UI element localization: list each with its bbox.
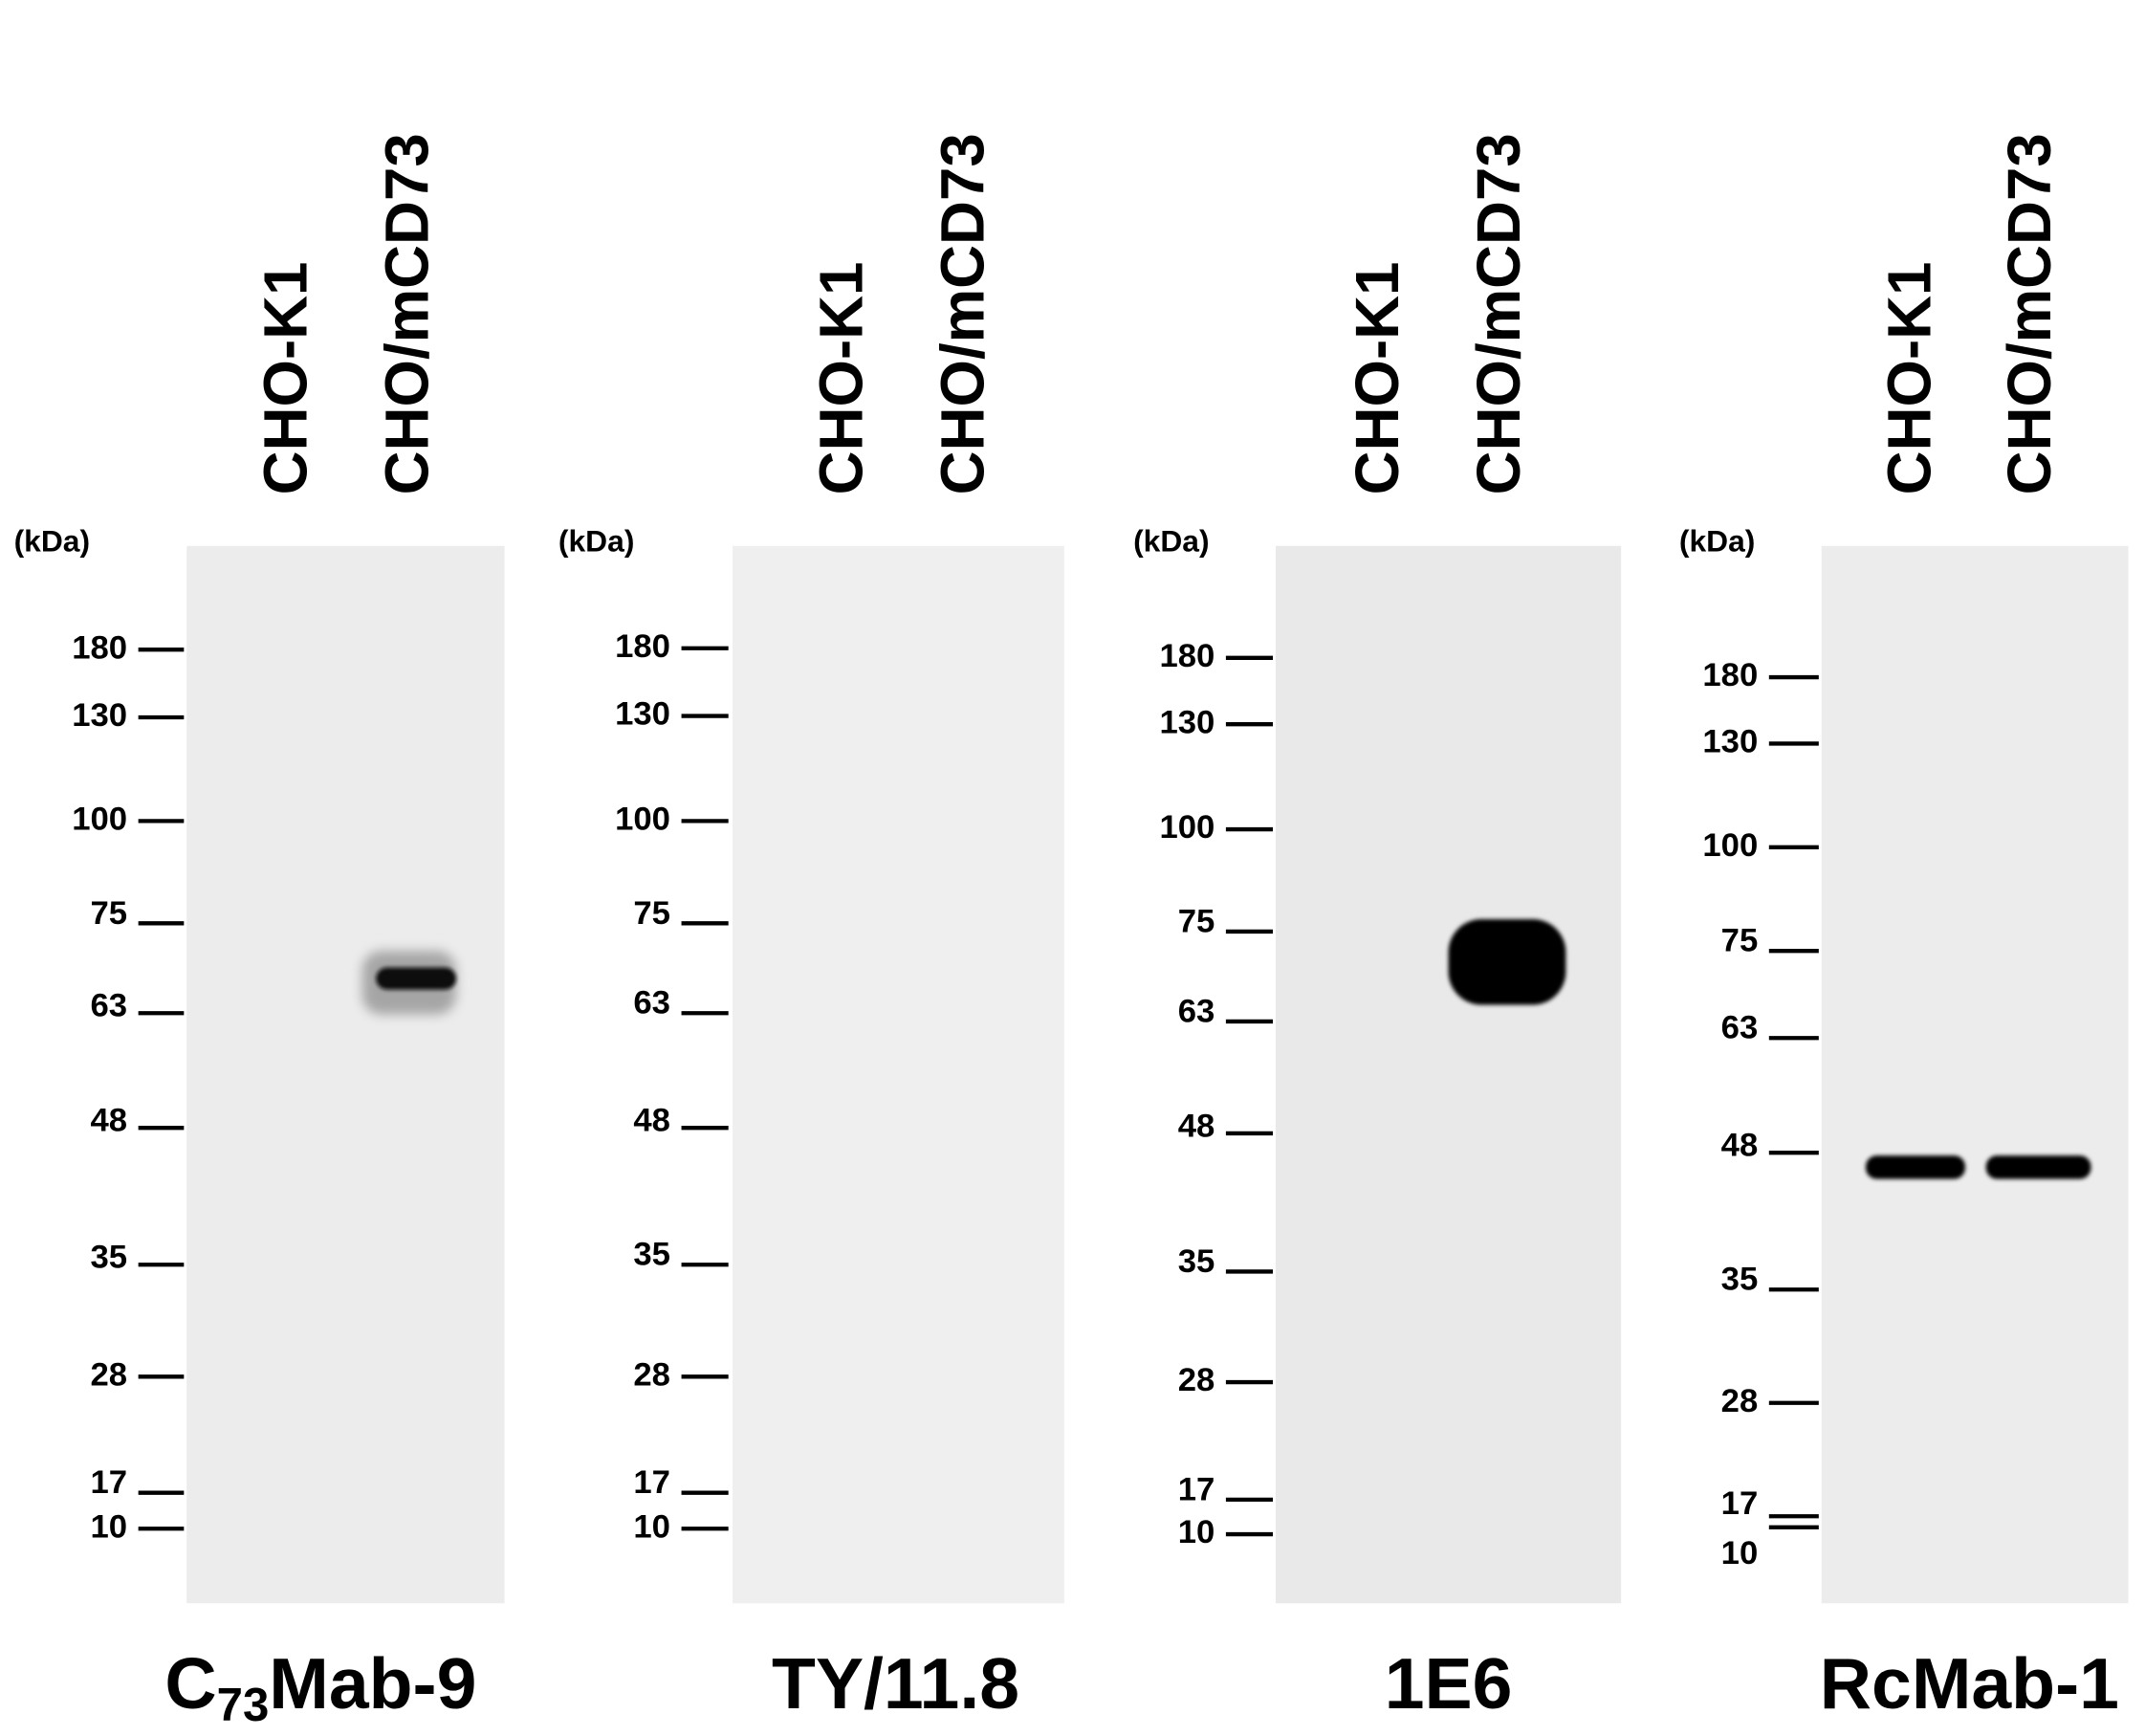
- marker-label: 100: [615, 802, 670, 838]
- antibody-name: 1E6: [1385, 1643, 1513, 1724]
- marker-label: 180: [1702, 657, 1758, 693]
- marker-label: 130: [72, 697, 127, 734]
- marker-label: 28: [1178, 1362, 1215, 1398]
- marker-label: 100: [1159, 809, 1215, 846]
- marker-label: 17: [1178, 1471, 1215, 1507]
- marker-label: 130: [1702, 724, 1758, 760]
- marker-label: 10: [1721, 1535, 1759, 1571]
- marker-label: 130: [615, 696, 670, 733]
- marker-label: 17: [90, 1464, 127, 1501]
- marker-label: 100: [72, 802, 127, 838]
- lane-label: CHO/mCD73: [374, 133, 442, 494]
- marker-label: 48: [633, 1103, 670, 1139]
- lane-label: CHO-K1: [1875, 262, 1943, 495]
- marker-label: 10: [633, 1508, 670, 1545]
- marker-label: 100: [1702, 827, 1758, 864]
- marker-label: 10: [90, 1508, 127, 1545]
- marker-label: 63: [1721, 1010, 1759, 1046]
- marker-label: 10: [1178, 1514, 1215, 1550]
- membrane: [1821, 545, 2129, 1604]
- marker-label: 48: [1721, 1128, 1759, 1164]
- membrane: [186, 545, 505, 1604]
- marker-label: 48: [1178, 1108, 1215, 1144]
- title-part: RcMab-1: [1820, 1643, 2119, 1724]
- band: [376, 967, 457, 990]
- membrane: [1275, 545, 1622, 1604]
- blot-panel: CHO-K1 CHO/mCD73 (kDa) 180 130 100 75 63 48 35 28 1…: [14, 133, 505, 1731]
- band: [1448, 918, 1566, 1005]
- marker-label: 28: [1721, 1383, 1759, 1419]
- title-part: 1E6: [1385, 1643, 1513, 1724]
- unit-label: (kDa): [1679, 523, 1755, 558]
- lane-label: CHO-K1: [1344, 262, 1412, 495]
- band: [1985, 1155, 2091, 1179]
- lane-label: CHO/mCD73: [1465, 133, 1533, 494]
- antibody-name: RcMab-1: [1820, 1643, 2119, 1724]
- marker-label: 75: [90, 895, 127, 932]
- marker-label: 75: [1178, 903, 1215, 939]
- marker-label: 17: [1721, 1485, 1759, 1522]
- antibody-name: TY/11.8: [772, 1643, 1019, 1724]
- marker-label: 180: [1159, 638, 1215, 674]
- unit-label: (kDa): [558, 523, 634, 558]
- unit-label: (kDa): [1133, 523, 1209, 558]
- marker-label: 75: [633, 895, 670, 932]
- blot-panel: CHO-K1 CHO/mCD73 (kDa) 180 130 100 75 63 48 35 28 1…: [558, 133, 1064, 1724]
- marker-label: 75: [1721, 923, 1759, 959]
- lane-label: CHO-K1: [807, 262, 875, 495]
- title-part: Mab-9: [269, 1643, 476, 1724]
- title-part: C: [164, 1643, 216, 1724]
- marker-label: 130: [1159, 704, 1215, 740]
- blot-panel: CHO-K1 CHO/mCD73 (kDa) 180 130 100 75 63 48 35 28 1…: [1679, 133, 2129, 1724]
- blot-panel: CHO-K1 CHO/mCD73 (kDa) 180 130 100 75 63 48 35 28 1…: [1133, 133, 1622, 1724]
- membrane: [733, 545, 1064, 1604]
- marker-label: 63: [90, 988, 127, 1024]
- marker-label: 28: [633, 1356, 670, 1393]
- marker-label: 35: [1721, 1262, 1759, 1298]
- marker-label: 28: [90, 1356, 127, 1393]
- marker-label: 35: [1178, 1243, 1215, 1280]
- antibody-name: C73Mab-9: [164, 1643, 476, 1731]
- band: [1865, 1155, 1966, 1179]
- unit-label: (kDa): [14, 523, 90, 558]
- marker-label: 35: [90, 1240, 127, 1276]
- lane-label: CHO/mCD73: [929, 133, 996, 494]
- marker-label: 63: [1178, 993, 1215, 1029]
- lane-label: CHO-K1: [252, 262, 319, 495]
- marker-label: 63: [633, 985, 670, 1022]
- title-subscript: 73: [217, 1680, 270, 1731]
- marker-label: 17: [633, 1464, 670, 1501]
- title-part: TY/11.8: [772, 1643, 1019, 1724]
- marker-label: 180: [615, 628, 670, 665]
- lane-label: CHO/mCD73: [1996, 133, 2064, 494]
- marker-label: 180: [72, 629, 127, 666]
- marker-label: 48: [90, 1103, 127, 1139]
- marker-label: 35: [633, 1237, 670, 1273]
